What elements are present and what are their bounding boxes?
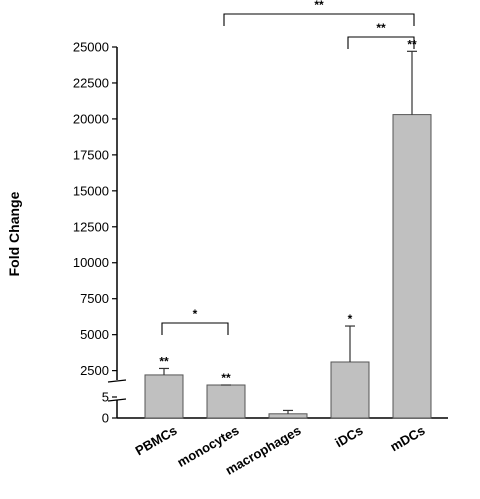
comparison-significance: * xyxy=(193,307,198,321)
bar-mDCs xyxy=(392,114,432,419)
y-tick-label: 7500 xyxy=(80,291,109,306)
y-axis-title: Fold Change xyxy=(6,191,22,276)
bar-macrophages xyxy=(268,413,308,419)
y-tick-label: 0 xyxy=(102,411,109,426)
bar-significance: * xyxy=(348,312,353,326)
category-label: mDCs xyxy=(387,423,427,455)
y-tick-label: 17500 xyxy=(73,147,109,162)
bar-PBMCs xyxy=(144,374,184,419)
y-tick-label: 20000 xyxy=(73,111,109,126)
y-tick-label: 2500 xyxy=(80,363,109,378)
comparison-bracket xyxy=(161,322,229,335)
comparison-significance: ** xyxy=(376,21,386,35)
category-label: PBMCs xyxy=(133,423,180,459)
axis-break-mark xyxy=(107,398,127,402)
y-tick-label: 12500 xyxy=(73,219,109,234)
bar-significance: ** xyxy=(221,371,231,385)
bar-significance: ** xyxy=(407,37,417,51)
axis-break-mark xyxy=(107,379,127,383)
y-tick-label: 5000 xyxy=(80,327,109,342)
bar-monocytes xyxy=(206,384,246,419)
comparison-significance: ** xyxy=(314,0,324,12)
y-tick-label: 10000 xyxy=(73,255,109,270)
y-tick-label: 15000 xyxy=(73,183,109,198)
category-label: iDCs xyxy=(332,423,365,451)
comparison-bracket xyxy=(347,36,415,49)
bar-significance: ** xyxy=(159,354,169,368)
comparison-bracket xyxy=(223,13,415,26)
y-tick-label: 5 xyxy=(102,390,109,405)
y-tick-label: 25000 xyxy=(73,40,109,55)
y-tick-label: 22500 xyxy=(73,75,109,90)
bar-iDCs xyxy=(330,361,370,419)
